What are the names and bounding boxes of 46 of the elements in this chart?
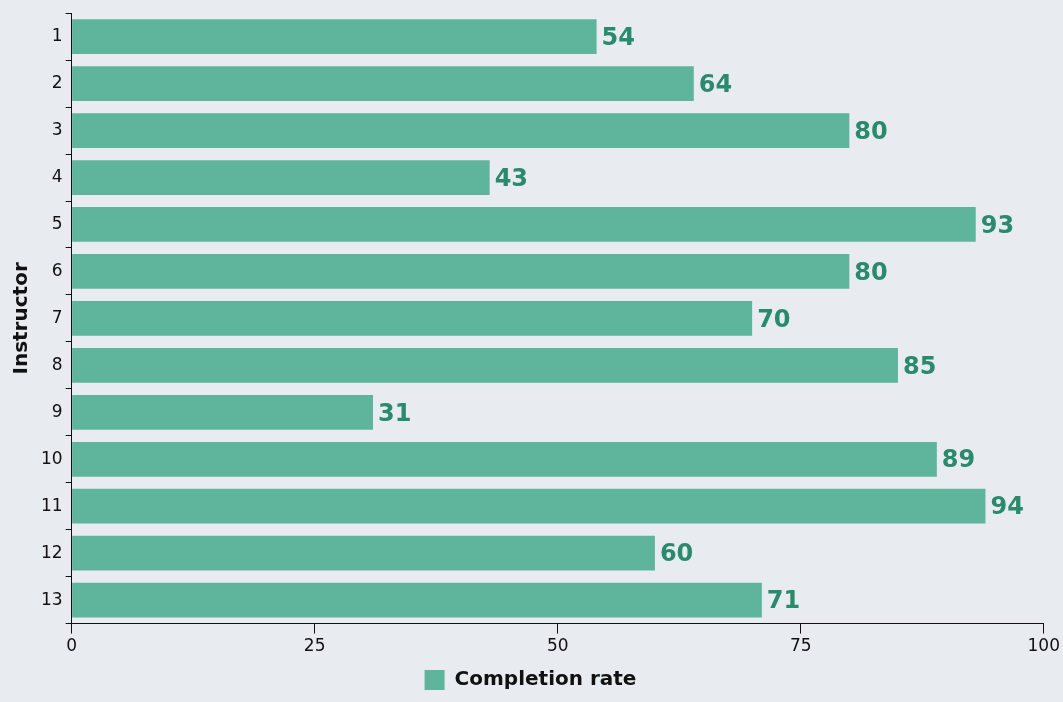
bar — [72, 488, 986, 524]
bar — [72, 394, 373, 430]
data-label: 80 — [854, 257, 888, 286]
y-tick-label: 12 — [40, 541, 63, 562]
y-tick-label: 8 — [51, 353, 63, 374]
data-label: 94 — [990, 492, 1024, 521]
y-tick-label: 5 — [51, 212, 63, 233]
legend-label: Completion rate — [454, 666, 637, 691]
y-tick-label: 2 — [51, 72, 63, 93]
y-tick-label: 13 — [40, 588, 63, 609]
bar — [72, 535, 655, 571]
y-tick-label: 9 — [51, 400, 63, 421]
data-label: 60 — [659, 539, 694, 568]
bar — [72, 160, 490, 195]
bar — [72, 66, 694, 101]
x-tick-label: 25 — [303, 635, 326, 656]
data-label: 64 — [698, 69, 733, 98]
data-label: 54 — [601, 22, 635, 51]
data-label: 43 — [494, 163, 529, 192]
data-label: 89 — [941, 445, 976, 474]
bar — [72, 113, 850, 148]
y-tick-label: 4 — [51, 165, 63, 186]
y-axis-title: Instructor — [8, 262, 33, 375]
bar — [72, 254, 850, 289]
y-tick-label: 1 — [51, 25, 63, 46]
data-label: 70 — [757, 304, 791, 333]
data-label: 80 — [854, 116, 888, 145]
data-label: 31 — [378, 398, 412, 427]
x-tick-label: 0 — [66, 635, 78, 656]
y-tick-label: 6 — [51, 259, 63, 280]
y-tick-label: 11 — [40, 494, 63, 515]
bar — [72, 347, 898, 383]
bar — [72, 207, 976, 242]
bar — [72, 441, 937, 477]
bar — [72, 301, 753, 336]
x-tick-label: 50 — [546, 635, 569, 656]
data-label: 93 — [980, 210, 1015, 239]
data-label: 85 — [902, 351, 937, 380]
y-tick-label: 10 — [40, 447, 63, 468]
data-label: 71 — [766, 586, 801, 615]
y-tick-label: 7 — [51, 306, 63, 327]
x-tick-label: 75 — [789, 635, 812, 656]
y-tick-label: 3 — [51, 119, 63, 140]
bar — [72, 19, 597, 55]
x-tick-label: 100 — [1027, 635, 1060, 656]
bar — [72, 582, 762, 618]
